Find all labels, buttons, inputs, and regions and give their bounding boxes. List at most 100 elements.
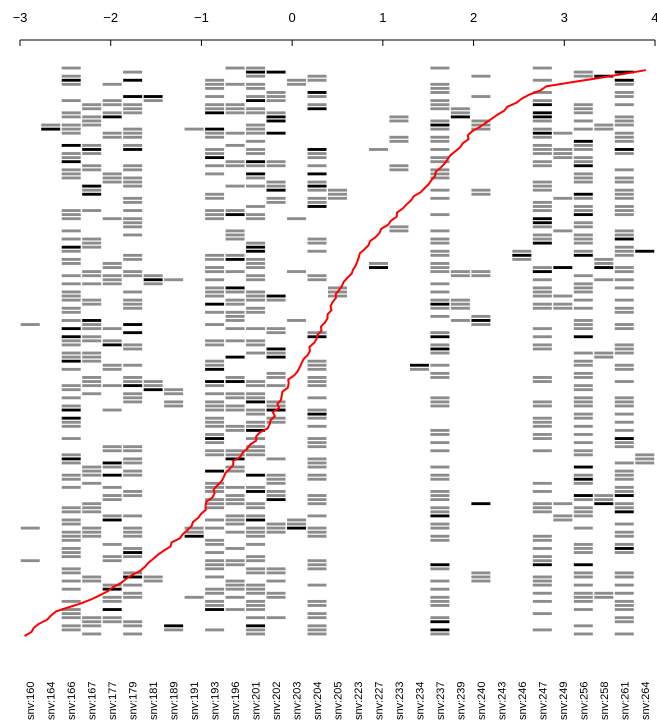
snv-label: snv:167 [87,681,99,720]
heterozygous-cell [307,237,327,241]
heterozygous-cell [102,327,122,331]
heterozygous-cell [614,473,634,477]
snv-label: snv:189 [169,681,181,720]
heterozygous-cell [82,526,102,530]
heterozygous-cell [532,278,552,282]
heterozygous-cell [61,172,81,176]
heterozygous-cell [123,306,143,310]
axis-tick-label: −3 [13,10,28,25]
heterozygous-cell [205,192,225,196]
homozygous-cell [102,343,122,347]
axis-tick-label: −1 [194,10,209,25]
heterozygous-cell [246,587,266,591]
heterozygous-cell [614,135,634,139]
heterozygous-cell [123,514,143,518]
heterozygous-cell [328,192,347,196]
heterozygous-cell [143,384,163,388]
homozygous-cell [430,628,450,632]
heterozygous-cell [635,453,655,457]
heterozygous-cell [614,245,634,249]
heterozygous-cell [246,107,266,111]
heterozygous-cell [512,249,532,253]
heterozygous-cell [430,253,450,257]
heterozygous-cell [266,99,286,103]
heterozygous-cell [553,306,573,310]
heterozygous-cell [307,457,327,461]
heterozygous-cell [389,164,409,168]
heterozygous-cell [82,465,102,469]
heterozygous-cell [225,107,245,111]
heterozygous-cell [532,599,552,603]
heterozygous-cell [82,274,102,278]
homozygous-cell [82,319,102,322]
heterozygous-cell [123,107,143,111]
heterozygous-cell [123,376,143,379]
heterozygous-cell [614,115,634,119]
homozygous-cell [102,115,122,119]
heterozygous-cell [614,103,634,107]
heterozygous-cell [225,209,245,212]
heterozygous-cell [123,595,143,599]
heterozygous-cell [123,70,143,74]
heterozygous-cell [246,123,266,127]
heterozygous-cell [123,494,143,497]
heterozygous-cell [614,632,634,636]
heterozygous-cell [102,99,122,103]
homozygous-cell [61,160,81,164]
heterozygous-cell [61,551,81,554]
homozygous-cell [61,335,81,339]
heterozygous-cell [532,400,552,404]
heterozygous-cell [532,78,552,82]
heterozygous-cell [307,437,327,440]
heterozygous-cell [573,241,593,245]
homozygous-cell [143,278,163,282]
heterozygous-cell [614,196,634,200]
axis-tick-label: 0 [289,10,296,25]
heterozygous-cell [102,176,122,180]
heterozygous-cell [532,343,552,347]
heterozygous-cell [205,502,225,506]
heterozygous-cell [61,404,81,408]
heterozygous-cell [430,449,450,453]
heterozygous-cell [61,477,81,481]
heterozygous-cell [532,575,552,579]
heterozygous-cell [164,388,184,392]
heterozygous-cell [266,371,286,375]
heterozygous-cell [123,131,143,135]
heterozygous-cell [123,209,143,212]
heterozygous-cell [430,237,450,241]
heterozygous-cell [307,367,327,371]
heterozygous-cell [205,213,225,217]
heterozygous-cell [246,111,266,115]
heterozygous-cell [205,278,225,282]
heterozygous-cell [430,526,450,530]
heterozygous-cell [430,290,450,294]
heterozygous-cell [287,78,307,82]
heterozygous-cell [573,575,593,579]
heterozygous-cell [573,107,593,111]
heterozygous-cell [205,135,225,139]
heterozygous-cell [430,498,450,502]
heterozygous-cell [532,152,552,155]
heterozygous-cell [614,91,634,94]
heterozygous-cell [614,266,634,269]
heterozygous-cell [307,534,327,538]
heterozygous-cell [102,583,122,587]
heterozygous-cell [430,351,450,355]
heterozygous-cell [573,160,593,164]
heterozygous-cell [532,420,552,424]
heterozygous-cell [614,168,634,172]
heterozygous-cell [205,420,225,424]
heterozygous-cell [41,123,61,127]
axis-tick-label: 3 [561,10,568,25]
heterozygous-cell [102,408,122,412]
heterozygous-cell [573,384,593,388]
heterozygous-cell [266,164,286,168]
homozygous-cell [614,437,634,440]
heterozygous-cell [553,156,573,160]
heterozygous-cell [246,274,266,278]
heterozygous-cell [61,355,81,359]
heterozygous-cell [532,148,552,151]
heterozygous-cell [225,449,245,453]
heterozygous-cell [553,294,573,298]
